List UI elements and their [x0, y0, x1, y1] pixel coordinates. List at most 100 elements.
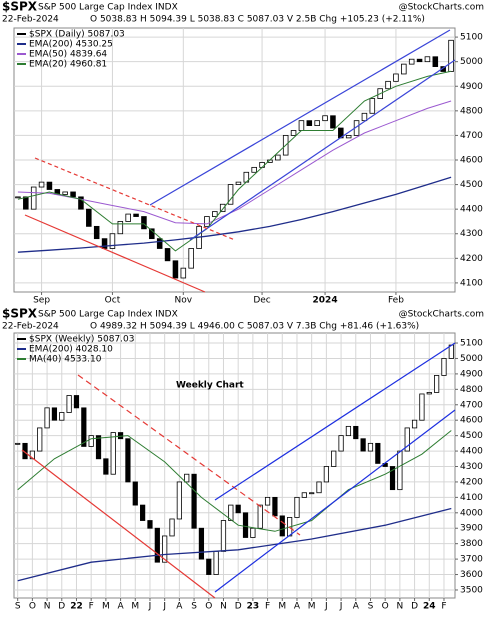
candle: [125, 438, 131, 483]
y-tick-label: 4200: [460, 254, 483, 264]
trend-line: [77, 374, 301, 536]
x-tick-label: J: [339, 602, 343, 612]
y-tick-label: 4700: [460, 400, 483, 410]
candle: [360, 438, 366, 452]
candle: [316, 481, 322, 494]
x-tick-label: 2024: [313, 296, 338, 306]
candle: [184, 473, 190, 483]
candle: [397, 450, 403, 491]
legend-label: EMA(200) 4530.25: [29, 40, 113, 50]
candle: [306, 120, 313, 126]
candle: [290, 130, 297, 136]
x-tick-label: D: [58, 602, 65, 612]
candle: [125, 213, 131, 222]
candle: [235, 504, 241, 514]
candle: [51, 407, 58, 421]
candle: [426, 392, 432, 395]
x-tick-label: Nov: [175, 296, 193, 306]
candle: [70, 191, 76, 198]
candle: [404, 427, 410, 452]
x-tick-label: F: [441, 602, 446, 612]
candle: [81, 407, 87, 447]
candle: [188, 248, 194, 269]
x-tick-label: N: [44, 602, 51, 612]
candle: [367, 442, 374, 452]
y-tick-label: 4500: [460, 431, 483, 441]
candle: [441, 358, 447, 376]
x-tick-label: S: [368, 602, 374, 612]
legend-label: $SPX (Weekly) 5087.03: [29, 335, 134, 345]
x-tick-label: 22: [70, 602, 83, 612]
y-tick-label: 4600: [460, 156, 483, 166]
indicator-line: [17, 430, 452, 532]
candle: [264, 496, 271, 506]
candle: [345, 425, 352, 437]
candle: [164, 248, 171, 262]
plot-area: [13, 332, 456, 599]
indicator-line: [17, 176, 452, 253]
candle: [154, 527, 160, 563]
candle: [38, 181, 45, 188]
candle: [132, 481, 138, 506]
x-tick-label: O: [205, 602, 212, 612]
y-tick-label: 4300: [460, 462, 483, 472]
x-tick-label: A: [117, 602, 124, 612]
watermark: @StockCharts.com: [399, 3, 484, 13]
y-tick-label: 4100: [460, 278, 483, 288]
x-tick-label: N: [220, 602, 227, 612]
y-tick-label: 4700: [460, 131, 483, 141]
candle: [419, 393, 425, 421]
x-tick-label: Oct: [105, 296, 121, 306]
candle: [66, 395, 72, 413]
candle: [109, 233, 116, 249]
quote: O 4989.32 H 5094.39 L 4946.00 C 5087.03 …: [90, 322, 419, 332]
x-tick-label: A: [294, 602, 301, 612]
x-tick-label: M: [308, 602, 316, 612]
candle: [180, 267, 187, 279]
x-tick-label: M: [131, 602, 139, 612]
y-tick-label: 4900: [460, 82, 483, 92]
candle: [30, 186, 37, 210]
y-tick-label: 4600: [460, 416, 483, 426]
candle: [62, 191, 68, 195]
candle: [162, 535, 168, 563]
legend-label: EMA(50) 4839.64: [29, 50, 107, 60]
candle: [103, 458, 109, 475]
candle: [133, 213, 139, 217]
y-tick-label: 4500: [460, 180, 483, 190]
candle: [220, 520, 227, 552]
y-tick-label: 5100: [460, 33, 483, 43]
x-tick-label: J: [162, 602, 166, 612]
candle: [242, 512, 249, 538]
x-tick-label: J: [148, 602, 152, 612]
candle: [176, 481, 182, 520]
candle: [172, 260, 179, 279]
legend-label: EMA(200) 4028.10: [29, 345, 113, 355]
y-tick-label: 4400: [460, 205, 483, 215]
candle: [330, 115, 336, 129]
candle: [88, 435, 94, 447]
x-tick-label: Sep: [33, 296, 50, 306]
trend-line: [24, 214, 206, 293]
candle: [272, 496, 278, 517]
candle: [156, 238, 163, 249]
indicator-line: [17, 70, 452, 252]
candle: [250, 527, 256, 538]
candle: [424, 56, 431, 63]
y-tick-label: 4300: [460, 229, 483, 239]
candle: [78, 196, 84, 210]
trend-channel: [214, 409, 456, 593]
legend-label: $SPX (Daily) 5087.03: [29, 30, 125, 40]
candle: [228, 504, 234, 521]
trend-line: [21, 449, 216, 599]
x-tick-label: O: [29, 602, 36, 612]
y-tick-label: 4200: [460, 477, 483, 487]
candle: [389, 466, 396, 491]
candle: [110, 432, 116, 475]
candle: [323, 466, 329, 483]
trend-channel: [214, 342, 456, 501]
candle: [369, 98, 376, 114]
candle: [149, 228, 155, 240]
legend-label: EMA(20) 4960.81: [29, 60, 107, 70]
